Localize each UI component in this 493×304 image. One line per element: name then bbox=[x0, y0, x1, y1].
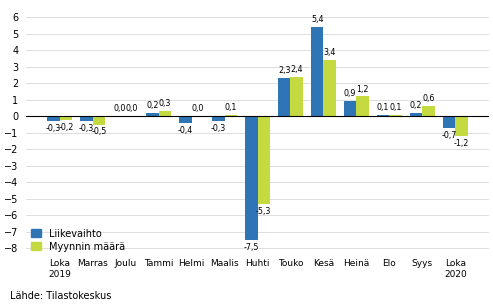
Text: -5,3: -5,3 bbox=[256, 207, 272, 216]
Text: -0,4: -0,4 bbox=[177, 126, 193, 135]
Text: 0,2: 0,2 bbox=[146, 101, 159, 110]
Bar bbox=[257, 116, 270, 204]
Bar bbox=[93, 116, 105, 125]
Text: -7,5: -7,5 bbox=[244, 243, 259, 252]
Text: 5,4: 5,4 bbox=[311, 15, 323, 24]
Bar bbox=[179, 116, 192, 123]
Bar bbox=[455, 116, 468, 136]
Bar bbox=[60, 116, 72, 119]
Bar bbox=[146, 113, 159, 116]
Text: 0,0: 0,0 bbox=[126, 104, 138, 113]
Text: 1,2: 1,2 bbox=[356, 85, 369, 94]
Text: -0,7: -0,7 bbox=[441, 131, 457, 140]
Bar bbox=[443, 116, 455, 128]
Text: 0,9: 0,9 bbox=[344, 89, 356, 98]
Bar bbox=[410, 113, 423, 116]
Text: 0,1: 0,1 bbox=[377, 103, 389, 112]
Bar bbox=[80, 116, 93, 121]
Text: Lähde: Tilastokeskus: Lähde: Tilastokeskus bbox=[10, 291, 111, 301]
Bar bbox=[290, 77, 303, 116]
Text: 2,4: 2,4 bbox=[290, 65, 303, 74]
Text: -0,2: -0,2 bbox=[58, 123, 73, 132]
Legend: Liikevaihto, Myynnin määrä: Liikevaihto, Myynnin määrä bbox=[31, 229, 125, 251]
Text: 2,3: 2,3 bbox=[278, 66, 290, 75]
Bar bbox=[356, 96, 369, 116]
Text: 0,3: 0,3 bbox=[159, 99, 171, 108]
Text: 0,1: 0,1 bbox=[389, 103, 402, 112]
Bar bbox=[323, 60, 336, 116]
Text: 3,4: 3,4 bbox=[323, 48, 336, 57]
Bar bbox=[423, 106, 435, 116]
Text: -0,3: -0,3 bbox=[46, 124, 61, 133]
Text: 0,6: 0,6 bbox=[423, 95, 435, 103]
Text: 0,0: 0,0 bbox=[113, 104, 126, 113]
Bar bbox=[212, 116, 224, 121]
Bar bbox=[311, 27, 323, 116]
Text: -1,2: -1,2 bbox=[454, 139, 469, 148]
Text: 0,0: 0,0 bbox=[192, 104, 204, 113]
Text: -0,5: -0,5 bbox=[91, 127, 106, 136]
Bar bbox=[159, 111, 171, 116]
Bar bbox=[278, 78, 290, 116]
Bar bbox=[224, 115, 237, 116]
Bar bbox=[344, 102, 356, 116]
Text: 0,1: 0,1 bbox=[225, 103, 237, 112]
Text: 0,2: 0,2 bbox=[410, 101, 423, 110]
Bar bbox=[245, 116, 257, 240]
Text: -0,3: -0,3 bbox=[79, 124, 94, 133]
Text: -0,3: -0,3 bbox=[211, 124, 226, 133]
Bar bbox=[389, 115, 402, 116]
Bar bbox=[47, 116, 60, 121]
Bar bbox=[377, 115, 389, 116]
